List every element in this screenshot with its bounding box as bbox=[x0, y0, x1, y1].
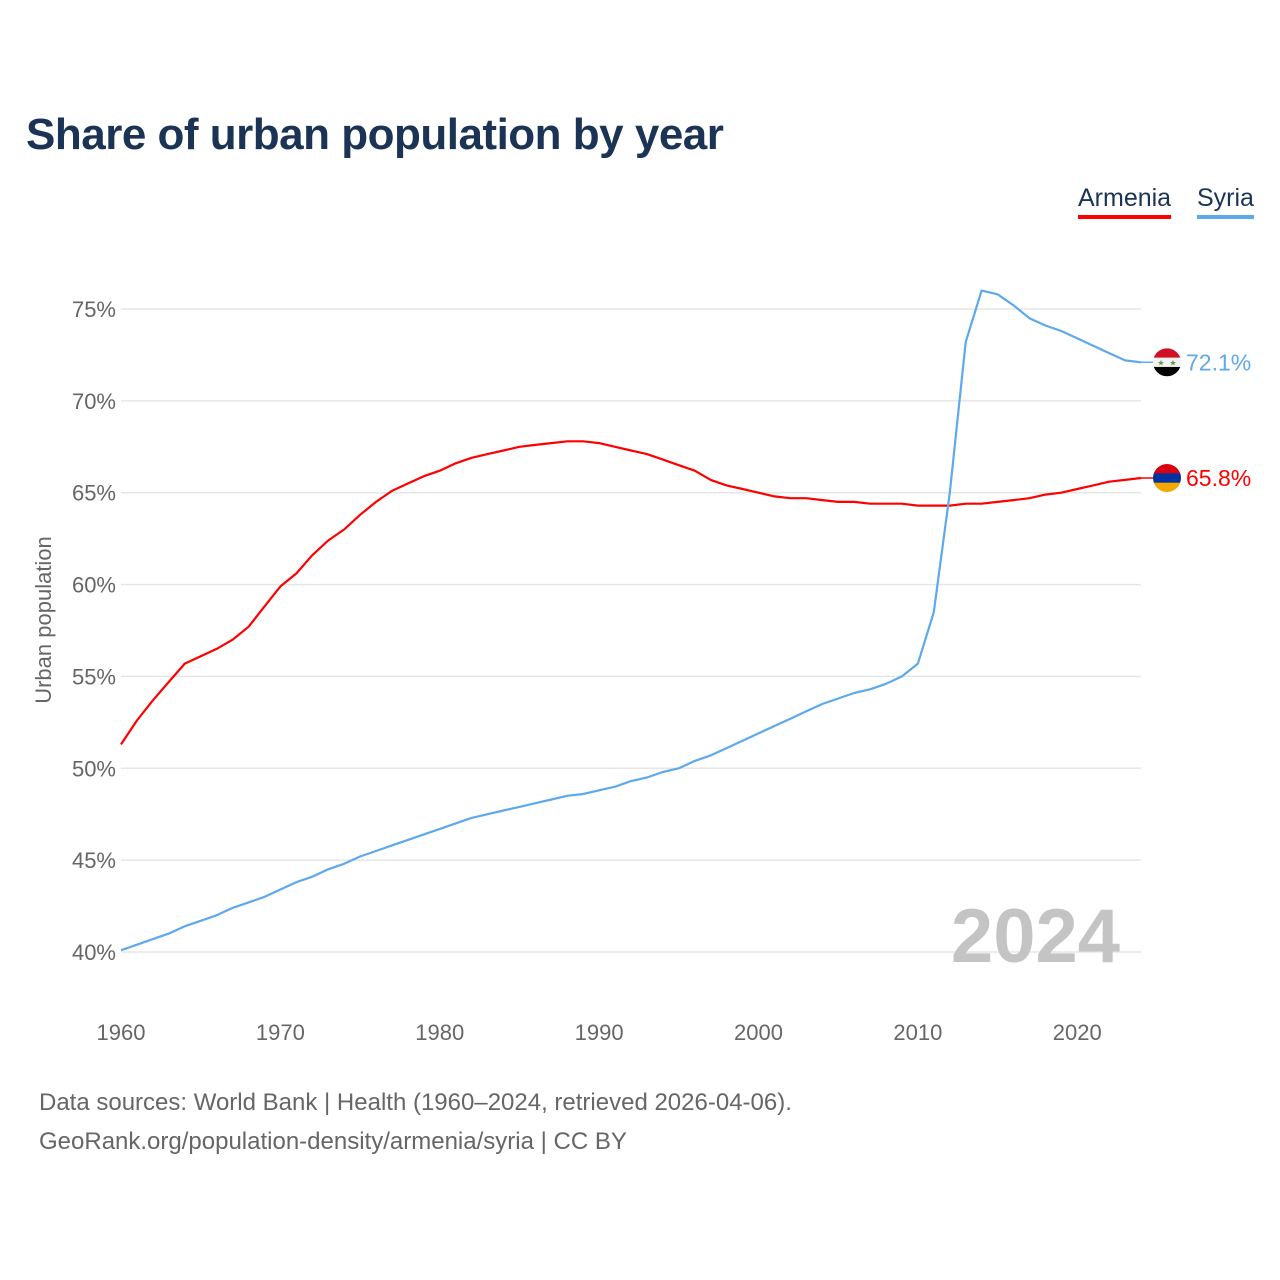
end-value-label: 72.1% bbox=[1186, 349, 1251, 375]
legend-syria[interactable]: Syria bbox=[1197, 184, 1254, 219]
y-axis-label: Urban population bbox=[31, 536, 56, 704]
series-line-syria bbox=[120, 289, 1142, 952]
x-tick-label: 1990 bbox=[575, 1020, 624, 1045]
y-tick-label: 75% bbox=[72, 297, 116, 322]
x-tick-label: 1970 bbox=[256, 1020, 305, 1045]
svg-text:★: ★ bbox=[1169, 358, 1176, 367]
chart-title: Share of urban population by year bbox=[26, 110, 724, 159]
y-tick-label: 50% bbox=[72, 756, 116, 781]
x-tick-label: 1980 bbox=[415, 1020, 464, 1045]
y-tick-label: 45% bbox=[72, 848, 116, 873]
svg-text:★: ★ bbox=[1157, 358, 1164, 367]
source-link[interactable]: GeoRank.org/population-density/armenia/s… bbox=[39, 1128, 627, 1155]
legend-armenia[interactable]: Armenia bbox=[1078, 184, 1172, 219]
end-value-label: 65.8% bbox=[1186, 465, 1251, 491]
syria-flag-icon: ★ ★ bbox=[1153, 348, 1181, 377]
y-tick-label: 40% bbox=[72, 940, 116, 965]
x-tick-label: 2020 bbox=[1053, 1020, 1102, 1045]
x-tick-label: 2000 bbox=[734, 1020, 783, 1045]
x-tick-label: 1960 bbox=[97, 1020, 146, 1045]
x-tick-label: 2010 bbox=[893, 1020, 942, 1045]
y-tick-label: 55% bbox=[72, 664, 116, 689]
y-tick-label: 65% bbox=[72, 481, 116, 506]
year-watermark: 2024 bbox=[951, 894, 1120, 979]
y-tick-label: 60% bbox=[72, 573, 116, 598]
data-source-note: Data sources: World Bank | Health (1960–… bbox=[39, 1089, 792, 1116]
armenia-flag-icon bbox=[1153, 464, 1181, 493]
series-line-armenia bbox=[120, 440, 1142, 746]
y-tick-label: 70% bbox=[72, 389, 116, 414]
